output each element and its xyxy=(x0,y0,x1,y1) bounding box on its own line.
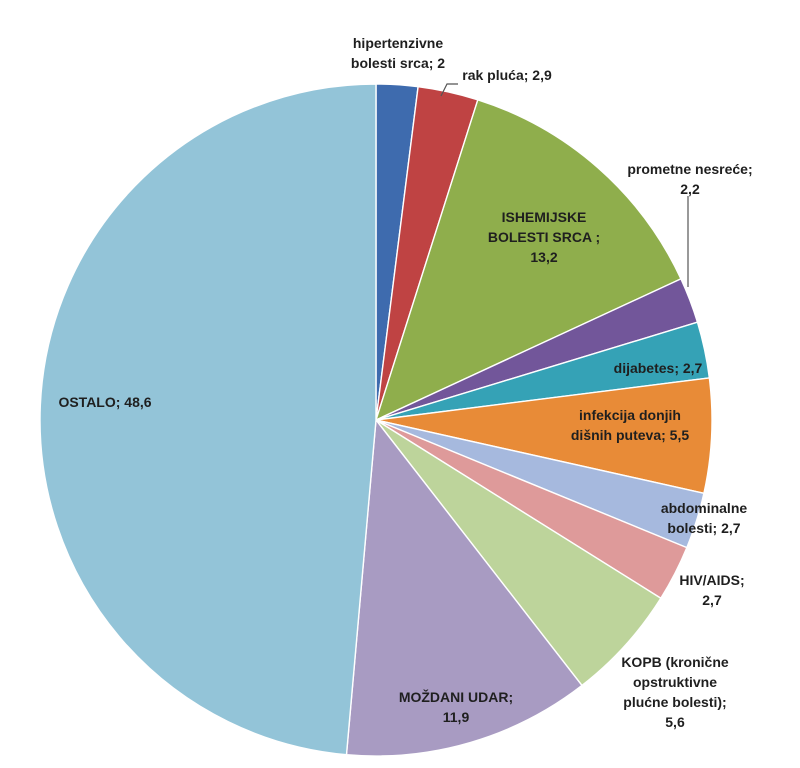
slice-label-abdominalne-bolesti: abdominalne bolesti; 2,7 xyxy=(661,500,748,536)
pie-slice-ishemijske-bolesti-srca xyxy=(375,99,682,421)
slice-labels: hipertenzivne bolesti srca; 2 rak pluća; 2… xyxy=(58,35,752,730)
slice-label-dijabetes: dijabetes; 2,7 xyxy=(614,360,703,376)
slice-label-ostalo: OSTALO; 48,6 xyxy=(58,394,151,410)
slice-label-kopb-kronicne-opstruktivne-plucne-bolesti: KOPB (kronične opstruktivne plućne bolesti… xyxy=(621,654,729,730)
pie-slice-ostalo xyxy=(39,83,377,756)
slice-label-ishemijske-bolesti-srca: ISHEMIJSKE BOLESTI SRCA ; 13,2 xyxy=(488,209,600,265)
slice-label-hipertenzivne-bolesti-srca: hipertenzivne bolesti srca; 2 xyxy=(351,35,445,71)
pie-slice-mozdani-udar xyxy=(345,419,583,757)
slice-label-rak-pluca: rak pluća; 2,9 xyxy=(462,67,552,83)
pie-slices xyxy=(39,83,713,757)
slice-label-prometne-nesrece: prometne nesreće; 2,2 xyxy=(627,161,752,197)
slice-label-infekcija-donjih-disnih-puteva: infekcija donjih dišnih puteva; 5,5 xyxy=(571,407,689,443)
slice-label-mozdani-udar: MOŽDANI UDAR; 11,9 xyxy=(399,688,513,725)
leader-line-rak-pluca xyxy=(440,83,458,97)
slice-label-hiv-aids: HIV/AIDS; 2,7 xyxy=(679,572,744,608)
leader-lines xyxy=(440,83,689,287)
